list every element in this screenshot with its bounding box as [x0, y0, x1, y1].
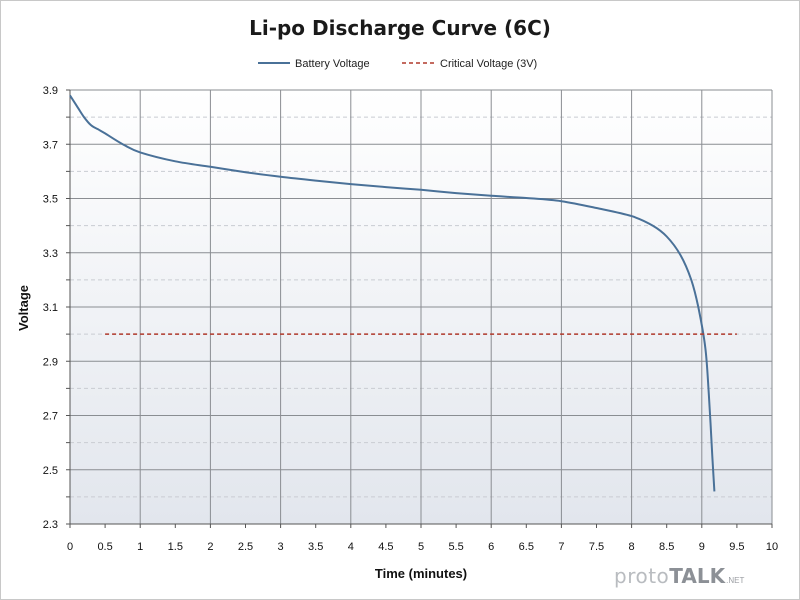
x-tick-label: 7 [558, 541, 564, 553]
chart-title: Li-po Discharge Curve (6C) [249, 16, 551, 40]
y-tick-label: 2.9 [43, 356, 58, 368]
watermark-logo: protoTALK.NET [614, 564, 744, 588]
legend: Battery Voltage Critical Voltage (3V) [258, 58, 537, 70]
x-tick-label: 5.5 [448, 541, 463, 553]
series-line-battery-voltage [69, 94, 716, 492]
y-tick-label: 3.5 [43, 194, 58, 206]
y-axis-title: Voltage [16, 285, 31, 331]
watermark-part3: .NET [726, 576, 744, 585]
x-tick-label: 0 [67, 541, 73, 553]
x-tick-label: 8 [629, 541, 635, 553]
x-tick-label: 2 [207, 541, 213, 553]
svg-text:protoTALK.NET: protoTALK.NET [614, 564, 744, 588]
y-tick-label: 3.3 [43, 248, 58, 260]
x-tick-label: 2.5 [238, 541, 253, 553]
series-lines [69, 94, 737, 492]
x-tick-labels: 0 0.5 1 1.5 2 2.5 3 3.5 4 4.5 5 5.5 6 6.5 7 7.5 8 8.5 9 9.5… [67, 541, 778, 553]
x-tick-label: 8.5 [659, 541, 674, 553]
x-tick-label: 5 [418, 541, 424, 553]
watermark-part2: TALK [669, 564, 726, 588]
y-tick-label: 2.5 [43, 465, 58, 477]
legend-label-battery-voltage: Battery Voltage [295, 58, 370, 70]
x-tick-label: 3 [278, 541, 284, 553]
x-tick-label: 1.5 [168, 541, 183, 553]
watermark-part1: proto [614, 564, 669, 588]
x-tick-label: 4 [348, 541, 354, 553]
y-tick-label: 3.1 [43, 302, 58, 314]
x-tick-label: 7.5 [589, 541, 604, 553]
x-tick-label: 6 [488, 541, 494, 553]
y-tick-label: 3.7 [43, 139, 58, 151]
y-tick-label: 2.7 [43, 411, 58, 423]
x-tick-label: 3.5 [308, 541, 323, 553]
x-axis-title: Time (minutes) [375, 566, 467, 581]
legend-label-critical-voltage: Critical Voltage (3V) [440, 58, 537, 70]
y-tick-label: 3.9 [43, 85, 58, 97]
x-tick-label: 1 [137, 541, 143, 553]
x-tick-label: 0.5 [97, 541, 112, 553]
y-tick-label: 2.3 [43, 519, 58, 531]
x-tick-label: 4.5 [378, 541, 393, 553]
x-tick-label: 6.5 [519, 541, 534, 553]
axes [66, 89, 773, 528]
x-tick-label: 9 [699, 541, 705, 553]
x-tick-label: 9.5 [729, 541, 744, 553]
y-tick-labels: 2.3 2.5 2.7 2.9 3.1 3.3 3.5 3.7 3.9 [43, 85, 58, 531]
x-tick-label: 10 [766, 541, 778, 553]
